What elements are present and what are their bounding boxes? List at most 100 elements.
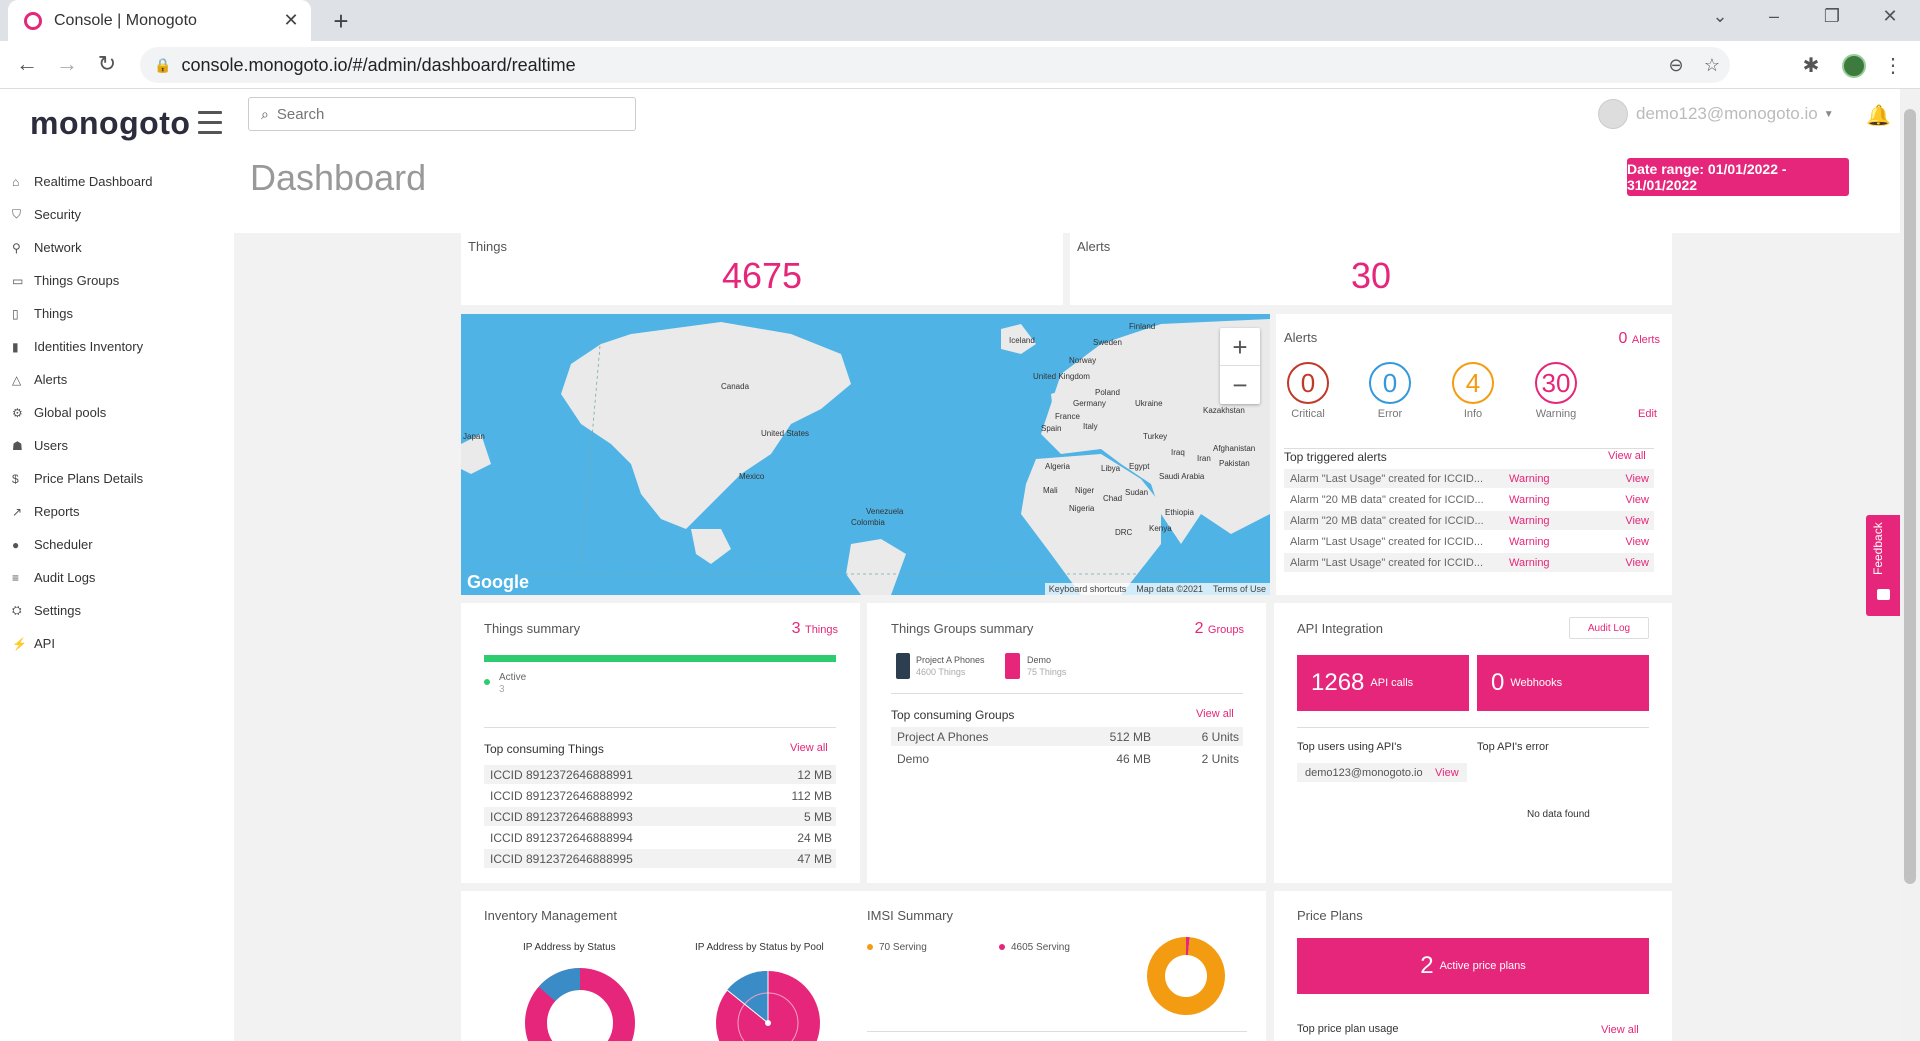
groups-count-label: Groups: [1207, 624, 1244, 636]
things-stat-card[interactable]: Things 4675: [461, 231, 1063, 305]
sidebar-item-label: Things: [34, 306, 74, 321]
alerts-stat-card[interactable]: Alerts 30: [1070, 231, 1672, 305]
table-row[interactable]: ICCID 8912372646888995 47 MB: [484, 849, 836, 868]
sidebar-item-security[interactable]: ⛉ Security: [0, 198, 234, 231]
sidebar-item-identities-inventory[interactable]: ▮ Identities Inventory: [0, 330, 234, 363]
table-row[interactable]: ICCID 8912372646888993 5 MB: [484, 807, 836, 826]
table-row[interactable]: ICCID 8912372646888992 112 MB: [484, 786, 836, 805]
map-label: Ethiopia: [1165, 508, 1194, 517]
map-label: Colombia: [851, 518, 885, 527]
map-label: Venezuela: [866, 507, 904, 516]
alert-view-link[interactable]: View: [1625, 535, 1649, 548]
close-window-icon[interactable]: ✕: [1882, 6, 1898, 26]
sidebar-item-things-groups[interactable]: ▭ Things Groups: [0, 264, 234, 297]
alert-view-link[interactable]: View: [1625, 514, 1649, 527]
alerts-panel-count: 0 Alerts: [1619, 330, 1660, 348]
url-bar[interactable]: 🔒 console.monogoto.io/#/admin/dashboard/…: [140, 47, 1730, 83]
zoom-icon[interactable]: ⊖: [1668, 54, 1684, 75]
api-calls-tile[interactable]: 1268 API calls: [1297, 655, 1469, 711]
active-progress-fill: [484, 655, 836, 662]
profile-avatar[interactable]: [1842, 54, 1866, 78]
browser-tab[interactable]: Console | Monogoto ✕: [8, 0, 311, 41]
warning-circle[interactable]: 30: [1535, 362, 1577, 404]
browser-menu-icon[interactable]: ⋮: [1883, 55, 1903, 77]
page-scrollbar[interactable]: [1900, 89, 1920, 1041]
critical-circle[interactable]: 0: [1287, 362, 1329, 404]
hamburger-menu-icon[interactable]: [198, 111, 222, 141]
things-view-all-link[interactable]: View all: [790, 742, 828, 754]
search-box[interactable]: ⌕: [248, 97, 636, 131]
sidebar-item-api[interactable]: ⚡ API: [0, 627, 234, 660]
alert-view-link[interactable]: View: [1625, 472, 1649, 485]
sidebar-item-global-pools[interactable]: ⚙ Global pools: [0, 396, 234, 429]
alert-view-link[interactable]: View: [1625, 493, 1649, 506]
monogoto-logo[interactable]: monogoto: [30, 105, 190, 142]
webhooks-tile[interactable]: 0 Webhooks: [1477, 655, 1649, 711]
notifications-bell-icon[interactable]: 🔔: [1866, 105, 1891, 127]
table-row[interactable]: ICCID 8912372646888994 24 MB: [484, 828, 836, 847]
alerts-view-all-link[interactable]: View all: [1608, 450, 1646, 462]
zoom-out-button[interactable]: −: [1232, 370, 1248, 400]
alert-row: Alarm "20 MB data" created for ICCID... W…: [1284, 490, 1654, 509]
world-map[interactable]: Finland Iceland Sweden Norway United Kingdom…: [461, 314, 1270, 595]
sidebar-item-price-plans-details[interactable]: $ Price Plans Details: [0, 462, 234, 495]
chevron-down-icon: ▼: [1823, 108, 1834, 120]
info-circle[interactable]: 4: [1452, 362, 1494, 404]
extensions-icon[interactable]: ✱: [1802, 55, 1820, 77]
feedback-tab[interactable]: Feedback: [1866, 515, 1900, 616]
api-user-view-link[interactable]: View: [1435, 766, 1459, 779]
sidebar-item-things[interactable]: ▯ Things: [0, 297, 234, 330]
map-label: Nigeria: [1069, 504, 1095, 513]
alerts-edit-link[interactable]: Edit: [1638, 408, 1657, 420]
table-row[interactable]: Project A Phones 512 MB 6 Units: [891, 727, 1243, 746]
keyboard-shortcuts-link[interactable]: Keyboard shortcuts: [1048, 584, 1127, 594]
group-name[interactable]: Project A Phones: [916, 655, 985, 665]
groups-view-all-link[interactable]: View all: [1196, 708, 1234, 720]
map-label: Afghanistan: [1213, 444, 1256, 453]
sidebar-item-realtime-dashboard[interactable]: ⌂ Realtime Dashboard: [0, 165, 234, 198]
table-row[interactable]: Demo 46 MB 2 Units: [891, 749, 1243, 768]
terms-of-use-link[interactable]: Terms of Use: [1212, 584, 1266, 594]
user-email: demo123@monogoto.io: [1636, 104, 1818, 123]
new-tab-icon[interactable]: +: [333, 6, 349, 36]
back-icon[interactable]: ←: [16, 51, 38, 76]
zoom-in-button[interactable]: +: [1220, 328, 1260, 366]
top-price-plan-title: Top price plan usage: [1297, 1023, 1399, 1035]
price-plans-view-all-link[interactable]: View all: [1601, 1024, 1639, 1036]
page-header: Dashboard Date range: 01/01/2022 - 31/01…: [234, 143, 1900, 233]
map-label: France: [1055, 412, 1080, 421]
map-label: Mexico: [739, 472, 765, 481]
alert-view-link[interactable]: View: [1625, 556, 1649, 569]
scrollbar-thumb[interactable]: [1904, 109, 1916, 884]
sidebar: monogoto ⌂ Realtime Dashboard ⛉ Security ⚲ Ne…: [0, 89, 234, 1041]
close-tab-icon[interactable]: ✕: [283, 10, 299, 30]
date-range-button[interactable]: Date range: 01/01/2022 - 31/01/2022: [1627, 158, 1849, 196]
table-row[interactable]: ICCID 8912372646888991 12 MB: [484, 765, 836, 784]
alerts-count-label: Alerts: [1631, 334, 1660, 346]
reload-icon[interactable]: ↻: [97, 51, 117, 76]
sidebar-item-scheduler[interactable]: ● Scheduler: [0, 528, 234, 561]
user-menu[interactable]: demo123@monogoto.io ▼: [1598, 99, 1834, 129]
tab-search-icon[interactable]: ⌄: [1712, 6, 1728, 26]
api-integration-card: API Integration Audit Log: [1274, 603, 1672, 883]
warning-label: Warning: [1535, 408, 1577, 420]
sidebar-item-network[interactable]: ⚲ Network: [0, 231, 234, 264]
group-name[interactable]: Demo: [1027, 655, 1052, 665]
map-label: Poland: [1095, 388, 1120, 397]
forward-icon[interactable]: →: [56, 51, 78, 76]
restore-icon[interactable]: ❐: [1823, 6, 1841, 26]
alerts-stat-label: Alerts: [1077, 239, 1111, 254]
error-circle[interactable]: 0: [1369, 362, 1411, 404]
search-input[interactable]: [276, 105, 607, 123]
active-price-plans-tile[interactable]: 2 Active price plans: [1297, 938, 1649, 994]
sidebar-item-reports[interactable]: ↗ Reports: [0, 495, 234, 528]
sidebar-item-settings[interactable]: ⛭ Settings: [0, 594, 234, 627]
sidebar-item-users[interactable]: ☗ Users: [0, 429, 234, 462]
sidebar-item-audit-logs[interactable]: ≡ Audit Logs: [0, 561, 234, 594]
bookmark-star-icon[interactable]: ☆: [1703, 54, 1721, 75]
sidebar-item-label: API: [34, 636, 55, 651]
imsi-title: IMSI Summary: [867, 908, 953, 923]
audit-log-button[interactable]: Audit Log: [1569, 617, 1649, 639]
sidebar-item-alerts[interactable]: △ Alerts: [0, 363, 234, 396]
minimize-icon[interactable]: –: [1768, 6, 1779, 26]
